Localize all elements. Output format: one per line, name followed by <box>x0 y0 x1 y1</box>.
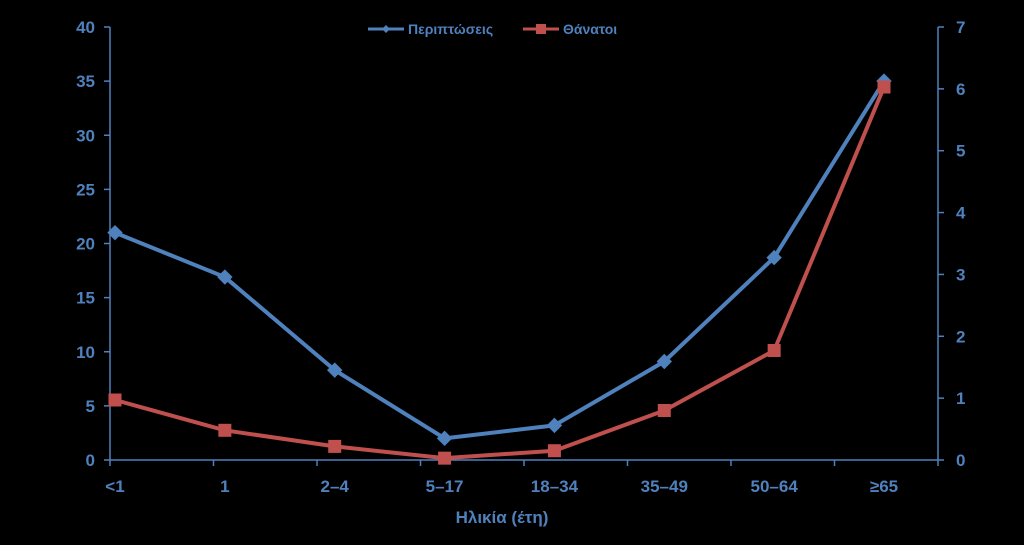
series-1 <box>107 73 892 447</box>
x-tick-label: ≥65 <box>870 477 898 496</box>
data-point <box>107 224 123 241</box>
y-left-tick-label: 5 <box>86 397 95 416</box>
data-point <box>438 451 452 465</box>
y-left-tick-label: 40 <box>76 18 95 37</box>
data-point <box>218 423 232 437</box>
x-tick-label: 18–34 <box>531 477 579 496</box>
x-axis-title: Ηλικία (έτη) <box>456 508 549 527</box>
data-point <box>328 439 342 453</box>
legend-item: Περιπτώσεις <box>368 21 493 37</box>
y-right-tick-label: 5 <box>956 142 965 161</box>
y-right-tick-label: 6 <box>956 80 965 99</box>
y-right-tick-label: 7 <box>956 18 965 37</box>
data-point <box>877 80 891 94</box>
legend-marker <box>382 25 390 33</box>
y-left-tick-label: 30 <box>76 126 95 145</box>
legend-item: Θάνατοι <box>523 21 617 37</box>
data-point <box>767 344 781 358</box>
axes: 0 5 10 15 20 25 30 35 40 0 1 2 3 4 5 6 7 <1 1 2–4 5–17 18–34 3… <box>76 18 966 496</box>
legend: Περιπτώσεις Θάνατοι <box>368 21 617 37</box>
series-layer <box>107 73 892 465</box>
series-2 <box>108 80 891 465</box>
x-tick-label: 5–17 <box>426 477 464 496</box>
y-right-tick-label: 4 <box>956 204 966 223</box>
x-tick-label: 1 <box>220 477 229 496</box>
y-right-tick-label: 2 <box>956 327 965 346</box>
legend-label: Περιπτώσεις <box>408 21 493 37</box>
y-right-tick-label: 0 <box>956 451 965 470</box>
data-point <box>547 444 561 458</box>
series-line <box>114 80 886 441</box>
y-right-tick-label: 3 <box>956 265 965 284</box>
y-left-tick-label: 20 <box>76 235 95 254</box>
data-point <box>546 417 563 434</box>
y-left-tick-label: 10 <box>76 343 95 362</box>
y-left-tick-label: 15 <box>76 289 95 308</box>
data-point <box>436 430 453 447</box>
x-tick-label: <1 <box>105 477 124 496</box>
data-point <box>108 393 122 407</box>
y-left-tick-label: 25 <box>76 180 95 199</box>
y-left-tick-label: 35 <box>76 72 95 91</box>
data-point <box>766 249 782 266</box>
x-tick-label: 2–4 <box>321 477 350 496</box>
legend-marker <box>536 24 546 34</box>
x-tick-label: 50–64 <box>751 477 799 496</box>
y-right-tick-label: 1 <box>956 389 965 408</box>
y-left-tick-label: 0 <box>86 451 95 470</box>
data-point <box>327 362 343 378</box>
data-point <box>656 353 672 370</box>
data-point <box>657 404 671 418</box>
data-point <box>217 269 233 285</box>
series-line <box>114 86 886 461</box>
legend-label: Θάνατοι <box>563 21 617 37</box>
x-tick-label: 35–49 <box>641 477 688 496</box>
